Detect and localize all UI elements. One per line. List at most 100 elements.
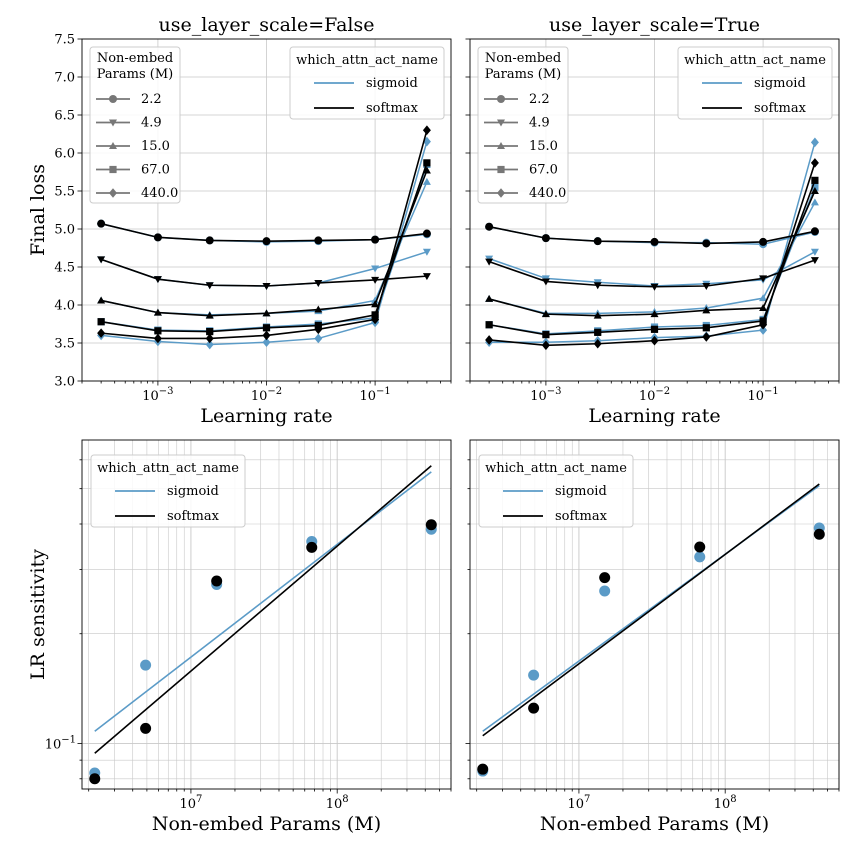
y-tick-label: 3.5 [54, 337, 75, 352]
data-point-softmax [422, 273, 431, 281]
y-axis-label: Final loss [27, 164, 49, 256]
data-point-softmax [528, 702, 540, 714]
legend-marker-square [109, 165, 117, 174]
legend-title: Params (M) [97, 67, 173, 82]
data-point-softmax [541, 340, 550, 351]
data-point-softmax [650, 283, 659, 291]
series-line-sigmoid-15.0 [488, 202, 816, 315]
legend-label-params: 2.2 [529, 92, 550, 107]
data-point-softmax [813, 528, 825, 540]
data-point-softmax [97, 328, 106, 338]
legend-frame [478, 454, 634, 528]
y-tick-label: 5.5 [54, 185, 75, 200]
ticks [77, 38, 452, 386]
data-point-sigmoid [422, 136, 431, 147]
data-point-softmax [371, 276, 380, 284]
y-tick-label: 5.0 [54, 223, 75, 238]
data-point-sigmoid [759, 294, 768, 302]
data-point-softmax [140, 722, 152, 734]
y-tick-label: 6.0 [54, 147, 75, 162]
data-point-sigmoid [314, 333, 323, 344]
x-tick-label: 10−2 [639, 386, 670, 404]
data-point-softmax [262, 324, 271, 332]
data-point-softmax [371, 300, 380, 308]
legend-label-params: 4.9 [529, 116, 550, 131]
data-point-softmax [650, 335, 659, 346]
legend-marker-circle [109, 95, 117, 103]
data-point-softmax [153, 308, 162, 316]
data-point-softmax [422, 125, 431, 135]
data-point-softmax [811, 176, 819, 184]
data-point-softmax [97, 219, 106, 228]
legend-marker-diamond [109, 188, 117, 198]
data-point-softmax [262, 237, 271, 246]
data-point-softmax [759, 237, 768, 246]
data-point-softmax [702, 283, 711, 290]
data-point-softmax [541, 234, 550, 243]
legend-label-softmax: softmax [366, 101, 419, 116]
y-tick-label: 3.0 [54, 375, 75, 390]
y-tick-label: 10−1 [45, 734, 76, 752]
data-point-softmax [422, 229, 431, 238]
legend-label-sigmoid: sigmoid [366, 76, 418, 91]
y-tick-label: 7.0 [54, 71, 75, 86]
ticks [465, 38, 840, 386]
data-point-sigmoid [759, 325, 768, 335]
axes-frame [469, 439, 840, 790]
x-tick-label: 107 [567, 794, 590, 812]
data-point-softmax [541, 278, 550, 286]
data-point-softmax [759, 319, 768, 330]
data-point-softmax [702, 332, 711, 342]
panel-title: use_layer_scale=False [159, 14, 375, 36]
legend-marker-tri_down [109, 119, 117, 127]
data-point-softmax [810, 257, 819, 265]
y-tick-label: 7.5 [54, 33, 75, 48]
legend-frame [289, 46, 445, 120]
data-point-sigmoid [422, 248, 431, 256]
data-point-softmax [262, 309, 271, 317]
legend-frame [89, 46, 181, 204]
legend-label-sigmoid: sigmoid [754, 76, 806, 91]
data-point-softmax [425, 519, 437, 531]
x-tick-label: 10−1 [747, 386, 778, 404]
data-point-softmax [650, 237, 659, 246]
legend-marker-tri_up [109, 142, 117, 149]
data-point-softmax [759, 275, 768, 283]
legend-title: which_attn_act_name [684, 53, 826, 68]
data-point-softmax [371, 314, 380, 325]
data-point-softmax [702, 306, 711, 314]
data-point-softmax [97, 318, 105, 326]
data-point-softmax [593, 338, 602, 349]
x-axis-label: Non-embed Params (M) [540, 813, 769, 835]
data-point-softmax [810, 187, 819, 194]
series-line-softmax-4.9 [488, 259, 816, 288]
legend-label-params: 440.0 [141, 186, 178, 201]
data-point-softmax [485, 258, 494, 266]
legend-title: Params (M) [485, 67, 561, 82]
fit-line-softmax [94, 465, 432, 754]
data-point-softmax [262, 330, 271, 341]
data-point-softmax [97, 296, 106, 304]
data-point-softmax [422, 166, 431, 174]
data-point-softmax [650, 325, 659, 333]
fit-line-softmax [482, 483, 820, 737]
data-point-softmax [314, 236, 323, 245]
data-point-softmax [810, 158, 819, 168]
series-line-softmax-4.9 [100, 258, 427, 287]
data-point-sigmoid [810, 248, 819, 256]
legend-frame [677, 46, 833, 120]
data-point-softmax [423, 159, 431, 167]
data-point-softmax [153, 276, 162, 284]
data-point-softmax [541, 310, 550, 318]
data-point-softmax [810, 227, 819, 236]
legend-label-params: 67.0 [529, 163, 558, 178]
data-point-sigmoid [810, 198, 819, 206]
data-point-softmax [694, 541, 706, 553]
fit-line-sigmoid [94, 471, 432, 732]
data-point-softmax [759, 304, 768, 312]
data-point-softmax [485, 321, 493, 329]
data-point-sigmoid [371, 265, 380, 273]
data-point-softmax [485, 335, 494, 345]
